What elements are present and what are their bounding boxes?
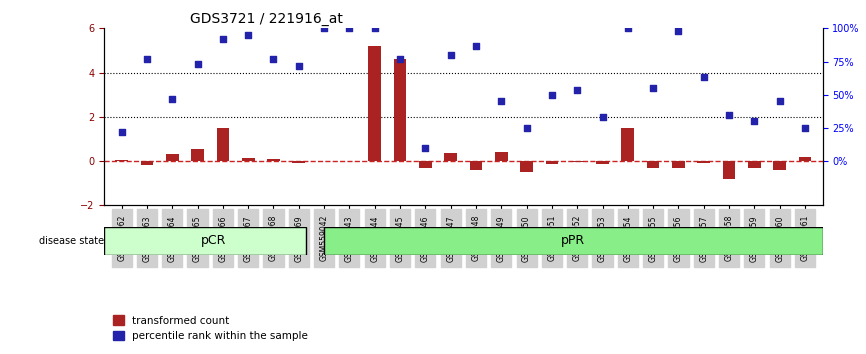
Point	[393, 57, 407, 62]
Point	[469, 43, 483, 49]
Bar	[394, 59, 406, 161]
Bar	[723, 161, 735, 179]
Point	[216, 36, 229, 42]
Point	[772, 98, 786, 104]
FancyBboxPatch shape	[104, 227, 307, 255]
Bar	[268, 159, 280, 161]
Point	[671, 28, 685, 33]
Bar	[419, 161, 431, 168]
Point	[165, 96, 179, 102]
Point	[443, 52, 457, 58]
Text: pCR: pCR	[201, 234, 227, 247]
Legend: transformed count, percentile rank within the sample: transformed count, percentile rank withi…	[109, 311, 312, 345]
Bar	[368, 46, 381, 161]
Text: pPR: pPR	[561, 234, 585, 247]
Point	[494, 98, 508, 104]
Bar	[773, 161, 786, 170]
Point	[697, 74, 711, 80]
Point	[722, 112, 736, 118]
Point	[596, 114, 610, 120]
Bar	[166, 154, 178, 161]
Point	[520, 125, 533, 131]
Bar	[115, 160, 128, 161]
Point	[545, 92, 559, 98]
Bar	[647, 161, 659, 168]
Bar	[520, 161, 533, 172]
Bar	[140, 161, 153, 166]
Bar	[596, 161, 609, 164]
Bar	[798, 156, 811, 161]
Bar	[748, 161, 760, 168]
Point	[267, 57, 281, 62]
Bar	[697, 161, 710, 163]
Point	[368, 25, 382, 31]
Bar	[242, 158, 255, 161]
Point	[621, 25, 635, 31]
Bar	[622, 128, 634, 161]
Point	[292, 63, 306, 69]
Text: disease state: disease state	[39, 236, 104, 246]
Bar	[469, 161, 482, 170]
Text: GDS3721 / 221916_at: GDS3721 / 221916_at	[191, 12, 343, 26]
Point	[646, 85, 660, 91]
Point	[747, 118, 761, 124]
Point	[242, 32, 255, 38]
Point	[191, 61, 204, 67]
Point	[317, 25, 331, 31]
Bar	[495, 152, 507, 161]
Bar	[444, 153, 457, 161]
Point	[798, 125, 812, 131]
FancyBboxPatch shape	[324, 227, 823, 255]
Bar	[216, 128, 229, 161]
Bar	[571, 161, 584, 162]
Bar	[293, 161, 305, 163]
Point	[342, 25, 356, 31]
Point	[571, 87, 585, 93]
Bar	[191, 149, 204, 161]
Point	[114, 130, 128, 135]
Point	[418, 145, 432, 151]
Bar	[546, 161, 559, 164]
Point	[140, 57, 154, 62]
Bar	[672, 161, 685, 168]
